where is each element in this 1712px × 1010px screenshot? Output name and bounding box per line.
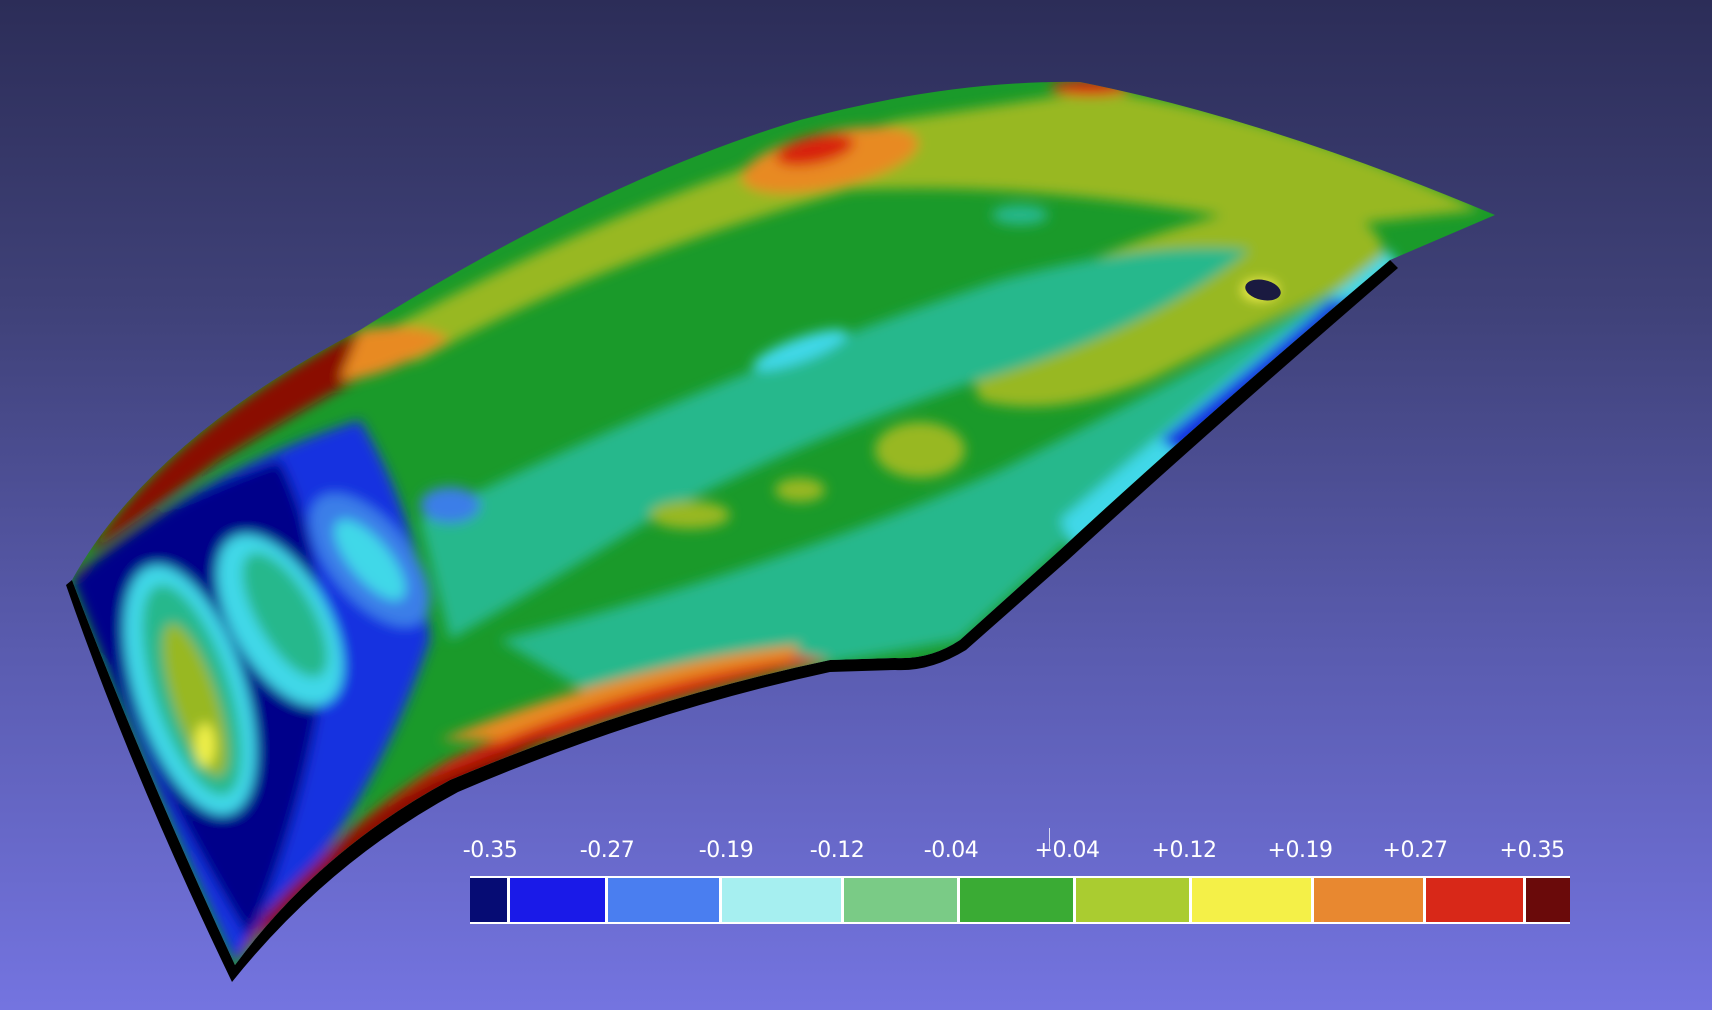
zone-island-8 (1010, 150, 1090, 170)
zone-left-oval-core (195, 723, 215, 767)
zone-top-right-tip (1050, 81, 1130, 96)
legend-tick-label: +0.19 (1267, 838, 1333, 863)
legend-swatch (1526, 878, 1570, 922)
zone-island-1 (875, 422, 965, 478)
legend-swatch (1192, 878, 1314, 922)
zone-right-plateau (960, 200, 1384, 407)
zone-third-oval-core (334, 519, 406, 601)
legend-swatch (510, 878, 608, 922)
zone-top-left-ridge-fringe (340, 326, 450, 380)
legend-color-bar (470, 876, 1570, 924)
zone-bottom-ridge-orange (440, 645, 800, 740)
zone-lower-band (500, 260, 1390, 700)
legend-swatch (722, 878, 844, 922)
zone-top-band (300, 90, 1480, 380)
legend-swatch (470, 878, 510, 922)
zone-top-left-ridge (72, 330, 410, 580)
zone-second-oval-inner (242, 552, 328, 678)
legend-tick-labels: -0.35 -0.27 -0.19 -0.12 -0.04 +0.04 +0.1… (463, 838, 1570, 868)
legend-tick-label: +0.35 (1499, 838, 1565, 863)
legend-tick-label: -0.19 (698, 838, 754, 863)
zone-top-hotspot-core (775, 133, 855, 167)
color-scale-legend: -0.35 -0.27 -0.19 -0.12 -0.04 +0.04 +0.1… (463, 828, 1570, 930)
zone-island-4 (752, 329, 848, 371)
zone-island-6 (992, 205, 1048, 225)
legend-swatch (1314, 878, 1426, 922)
zone-island-5 (420, 487, 480, 523)
zone-island-3 (775, 478, 825, 502)
panel-edge (66, 260, 1398, 982)
legend-tick-label: +0.12 (1151, 838, 1217, 863)
zone-island-2 (650, 501, 730, 529)
legend-tick-label: -0.12 (809, 838, 865, 863)
legend-swatch (1076, 878, 1192, 922)
legend-tick-label: +0.27 (1382, 838, 1448, 863)
zone-central-band (420, 248, 1250, 640)
legend-swatch (960, 878, 1076, 922)
legend-swatch (608, 878, 722, 922)
legend-tick-label: -0.35 (462, 838, 518, 863)
legend-swatch (1426, 878, 1526, 922)
legend-tick-label: +0.04 (1034, 838, 1100, 863)
legend-swatch (844, 878, 960, 922)
legend-zero-marker (1049, 828, 1050, 850)
legend-tick-label: -0.27 (579, 838, 635, 863)
legend-tick-label: -0.04 (923, 838, 979, 863)
surface-hole (1245, 279, 1281, 301)
